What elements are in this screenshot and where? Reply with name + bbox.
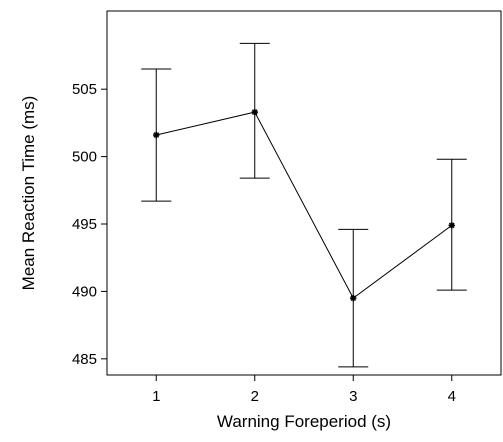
x-tick-label: 1	[152, 388, 160, 405]
plot-frame	[106, 10, 502, 376]
y-tick-label: 485	[72, 351, 97, 368]
x-axis: 1 2 3 4	[152, 375, 456, 405]
y-axis-label: Mean Reaction Time (ms)	[19, 96, 38, 291]
series-line-group	[156, 111, 453, 299]
y-tick-label: 490	[72, 283, 97, 300]
y-tick-label: 500	[72, 149, 97, 166]
y-tick-label: 505	[72, 81, 97, 98]
x-tick-label: 4	[448, 388, 456, 405]
series-line	[156, 111, 453, 299]
x-tick-label: 3	[349, 388, 357, 405]
data-point-marker	[448, 222, 455, 229]
y-axis: 485 490 495 500 505	[72, 81, 107, 368]
x-tick-label: 2	[251, 388, 259, 405]
data-point-marker	[153, 131, 160, 139]
y-tick-label: 495	[72, 216, 97, 233]
data-markers	[153, 108, 455, 302]
data-point-marker	[251, 108, 258, 116]
data-point-marker	[350, 294, 357, 302]
x-axis-label: Warning Foreperiod (s)	[217, 412, 391, 431]
